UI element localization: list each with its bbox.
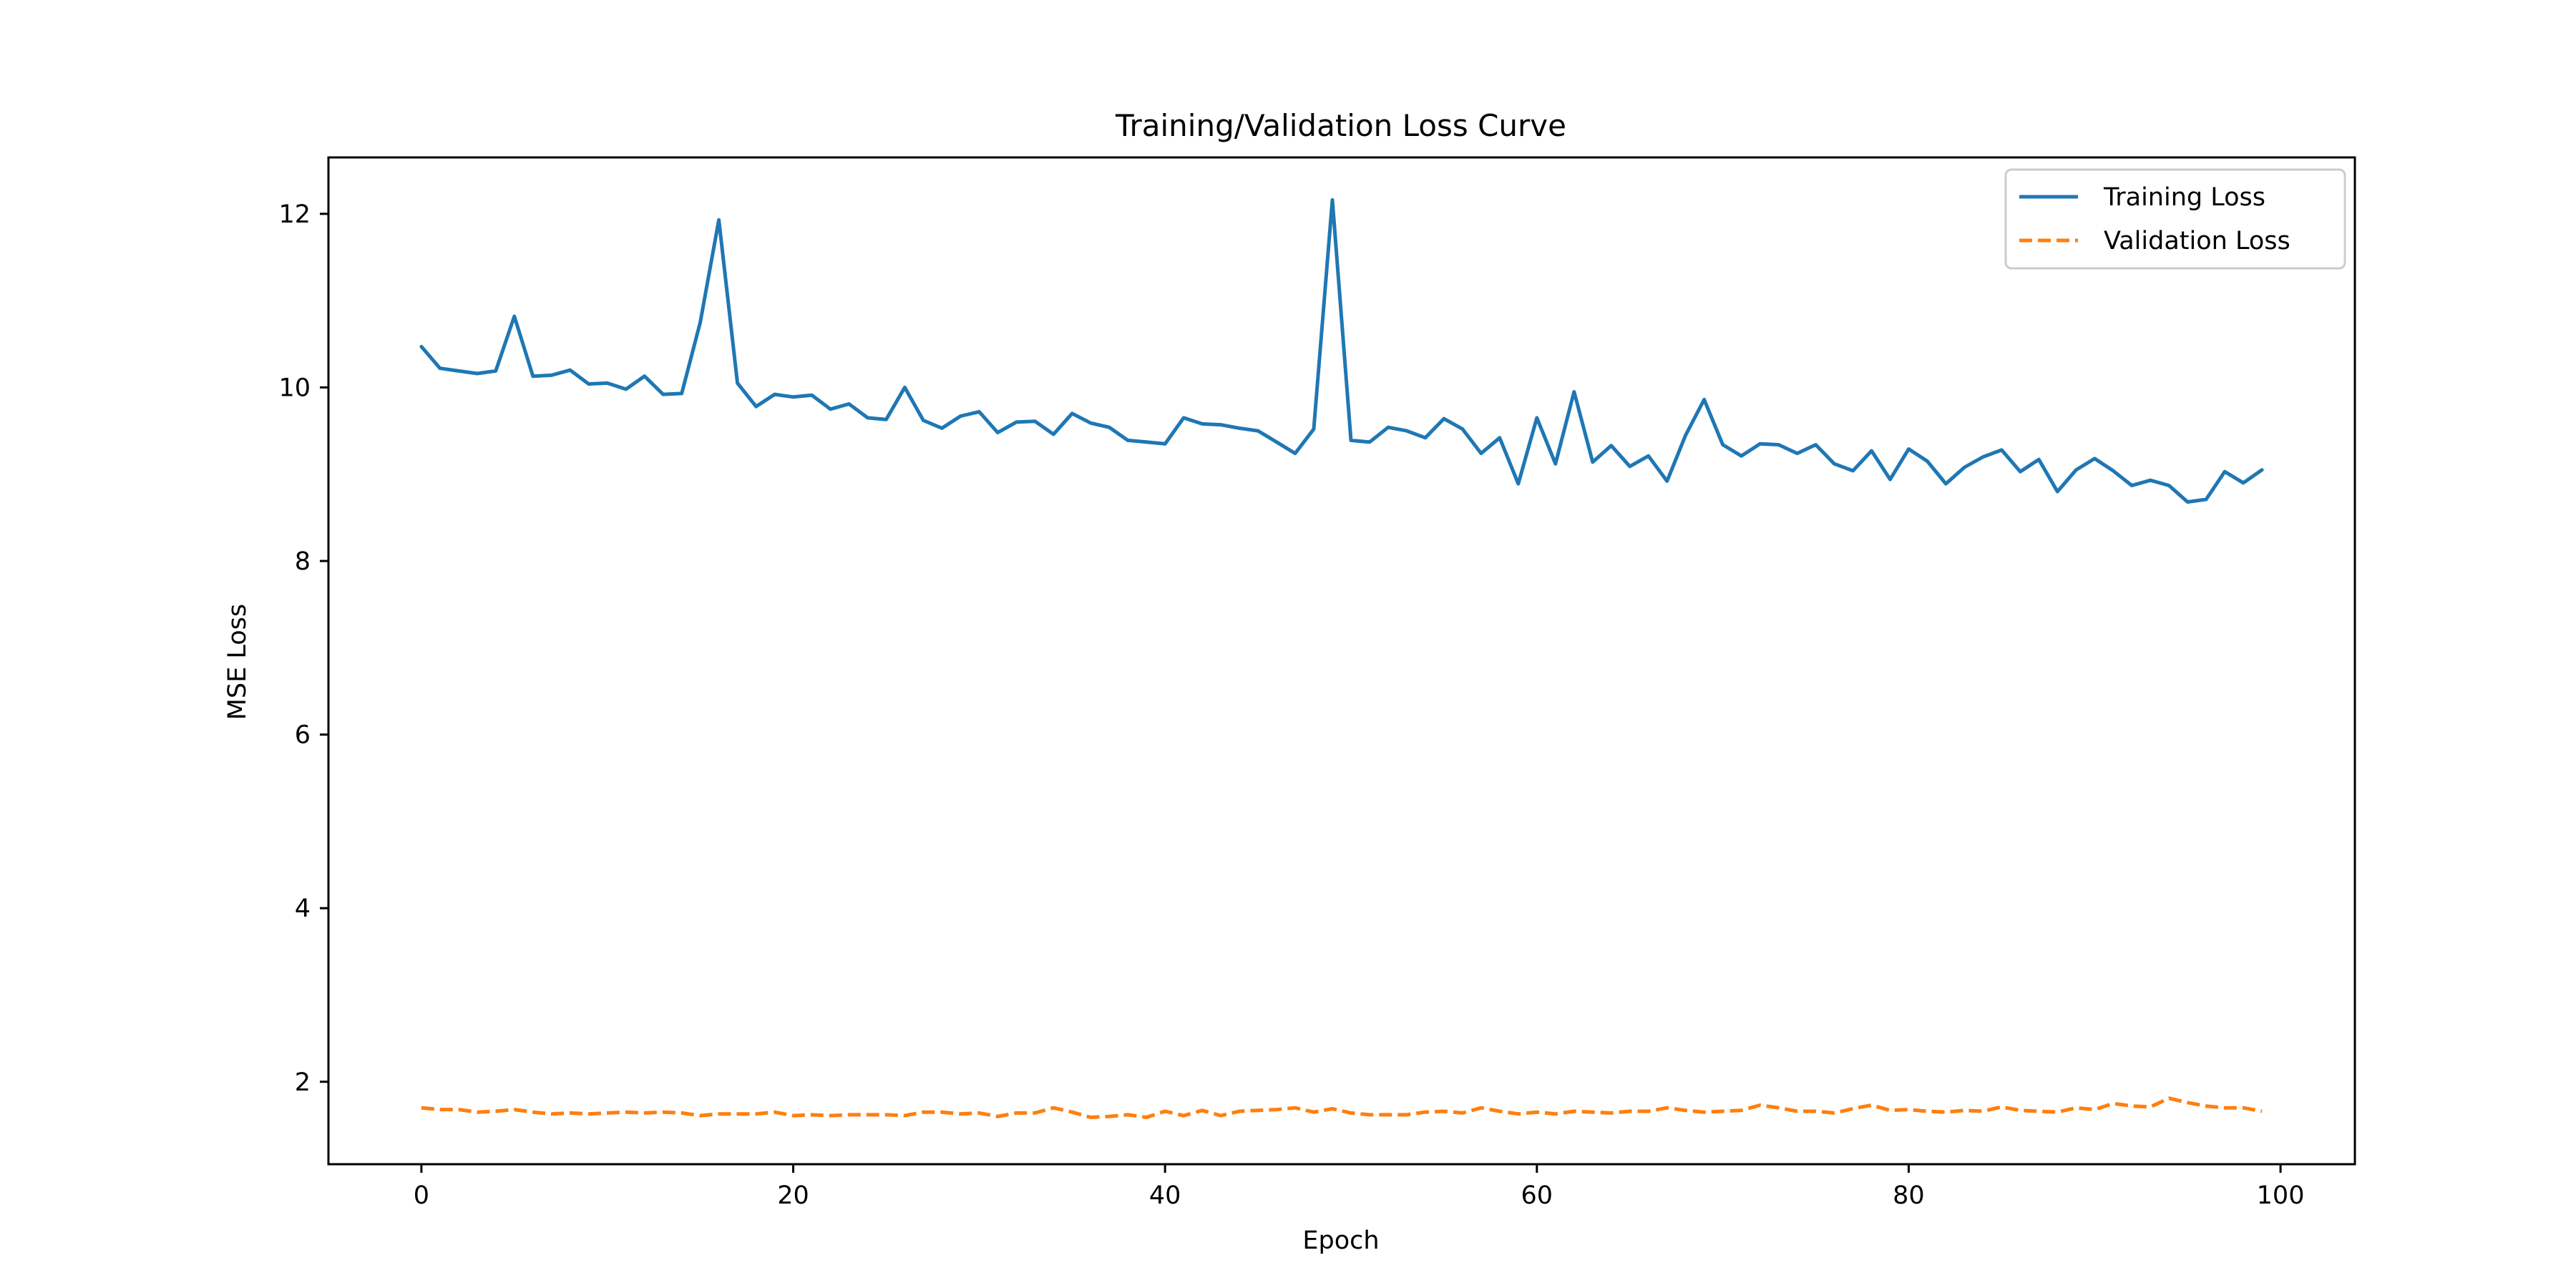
y-axis-label: MSE Loss: [223, 604, 252, 720]
x-tick-label: 80: [1893, 1181, 1925, 1210]
x-tick-label: 20: [777, 1181, 809, 1210]
y-tick-label: 10: [278, 374, 311, 402]
series-line-training-loss: [419, 197, 2264, 504]
y-tick-label: 2: [295, 1068, 311, 1097]
legend-label-validation-loss: Validation Loss: [2104, 227, 2290, 255]
y-tick-label: 6: [295, 721, 311, 750]
chart-title: Training/Validation Loss Curve: [1115, 108, 1566, 143]
x-tick-label: 40: [1149, 1181, 1181, 1210]
x-tick-label: 60: [1521, 1181, 1553, 1210]
legend-box: [2004, 168, 2346, 270]
y-tick-label: 12: [278, 200, 311, 229]
series-line-validation-loss: [421, 1096, 2263, 1119]
y-tick-label: 4: [295, 894, 311, 923]
y-tick-label: 8: [295, 547, 311, 576]
x-tick-label: 100: [2257, 1181, 2305, 1210]
axes-frame: [327, 156, 2356, 1166]
x-axis-label: Epoch: [1302, 1226, 1379, 1255]
x-tick-label: 0: [414, 1181, 429, 1210]
legend-label-training-loss: Training Loss: [2103, 183, 2265, 212]
plot-area: 0 20 40 60 80 100 2 4 6 8 10 12: [278, 156, 2356, 1210]
legend: Training Loss Validation Loss: [2004, 168, 2346, 270]
